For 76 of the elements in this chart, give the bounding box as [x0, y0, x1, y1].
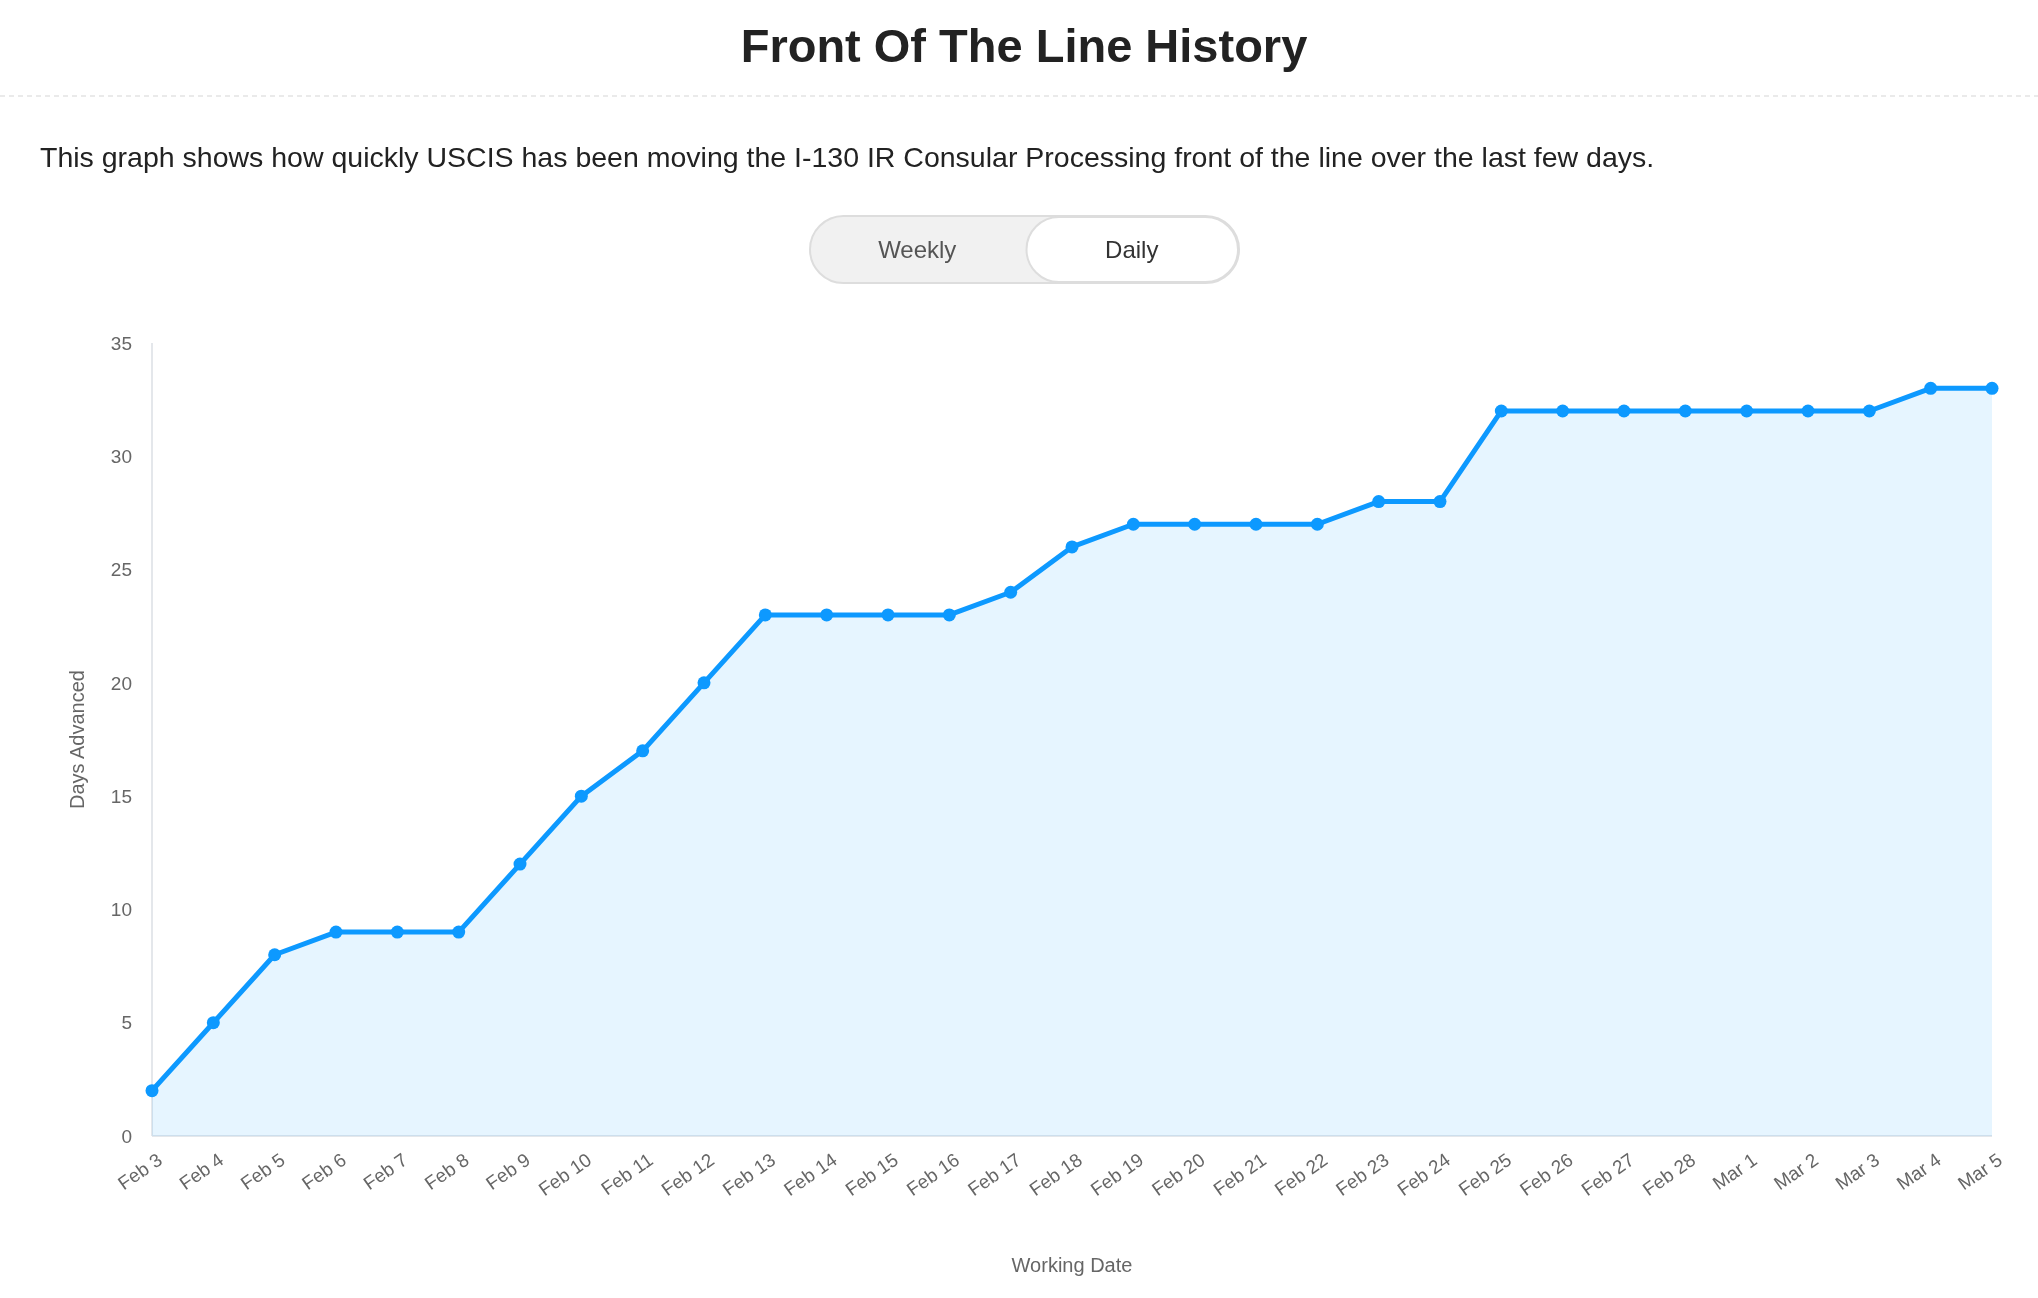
point — [1494, 404, 1508, 418]
point — [636, 744, 650, 758]
y-tick-label: 15 — [110, 785, 132, 807]
y-axis-title: Days Advanced — [66, 670, 88, 809]
point — [329, 925, 343, 939]
point — [1740, 404, 1754, 418]
point — [1924, 381, 1938, 395]
x-tick-label: Feb 17 — [964, 1148, 1025, 1201]
x-tick-label: Feb 26 — [1516, 1148, 1577, 1201]
point — [268, 948, 282, 962]
point — [1310, 517, 1324, 531]
x-tick-label: Feb 27 — [1577, 1148, 1638, 1201]
x-tick-label: Feb 14 — [780, 1148, 841, 1201]
chart-title: Front Of The Line History — [740, 19, 1308, 72]
x-tick-label: Feb 16 — [902, 1148, 964, 1201]
y-tick-label: 10 — [110, 899, 132, 921]
chart-subtitle: This graph shows how quickly USCIS has been moving the I-130 IR Consular Processing front of the line over the last few days. — [40, 141, 1655, 173]
point — [1862, 404, 1876, 418]
x-tick-label: Feb 13 — [718, 1148, 780, 1201]
x-tick-label: Mar 2 — [1770, 1148, 1822, 1195]
point — [1801, 404, 1815, 418]
point — [452, 925, 466, 939]
x-tick-label: Feb 22 — [1270, 1148, 1332, 1201]
point — [145, 1084, 159, 1098]
point — [942, 608, 956, 622]
y-tick-label: 30 — [110, 445, 132, 467]
y-tick-label: 5 — [121, 1012, 132, 1034]
x-tick-label: Feb 11 — [597, 1148, 657, 1200]
x-tick-label: Feb 18 — [1025, 1148, 1086, 1201]
x-tick-label: Feb 21 — [1209, 1148, 1270, 1201]
point — [820, 608, 834, 622]
x-tick-label: Feb 6 — [298, 1148, 350, 1195]
x-tick-label: Feb 5 — [236, 1148, 289, 1195]
y-tick-label: 20 — [110, 672, 132, 694]
x-tick-label: Feb 15 — [841, 1148, 902, 1201]
x-tick-label: Feb 12 — [657, 1148, 718, 1201]
text: Weekly — [878, 235, 957, 263]
point — [881, 608, 895, 622]
point — [206, 1016, 220, 1030]
point — [1188, 517, 1202, 531]
point — [1678, 404, 1692, 418]
point — [697, 676, 711, 690]
y-tick-label: 35 — [110, 332, 132, 354]
point — [390, 925, 404, 939]
x-axis-title: Working Date — [1011, 1254, 1133, 1276]
y-tick-label: 0 — [121, 1125, 132, 1147]
x-tick-label: Feb 3 — [114, 1148, 166, 1195]
point — [574, 789, 588, 803]
x-tick-label: Feb 24 — [1393, 1148, 1455, 1201]
point — [1004, 585, 1018, 599]
text: Daily — [1105, 235, 1159, 263]
point — [1617, 404, 1631, 418]
point — [1372, 495, 1386, 509]
point — [1556, 404, 1570, 418]
x-tick-label: Feb 8 — [420, 1148, 473, 1195]
x-tick-label: Feb 28 — [1638, 1148, 1700, 1201]
point — [1249, 517, 1263, 531]
x-tick-label: Feb 7 — [359, 1148, 412, 1195]
point — [1985, 381, 1999, 395]
x-tick-label: Mar 1 — [1708, 1148, 1761, 1195]
x-tick-label: Feb 4 — [175, 1148, 228, 1195]
point — [758, 608, 772, 622]
point — [1433, 495, 1447, 509]
x-tick-label: Feb 25 — [1454, 1148, 1516, 1201]
x-tick-label: Feb 9 — [482, 1148, 534, 1195]
x-tick-label: Mar 4 — [1892, 1148, 1945, 1195]
y-tick-label: 25 — [110, 559, 132, 581]
point — [513, 857, 527, 871]
x-tick-label: Mar 5 — [1954, 1148, 2006, 1195]
x-tick-label: Feb 19 — [1086, 1148, 1148, 1201]
point — [1126, 517, 1140, 531]
x-tick-label: Feb 23 — [1332, 1148, 1393, 1201]
x-tick-label: Feb 10 — [534, 1148, 596, 1201]
point — [1065, 540, 1079, 554]
x-tick-label: Feb 20 — [1148, 1148, 1209, 1201]
x-tick-label: Mar 3 — [1831, 1148, 1884, 1195]
